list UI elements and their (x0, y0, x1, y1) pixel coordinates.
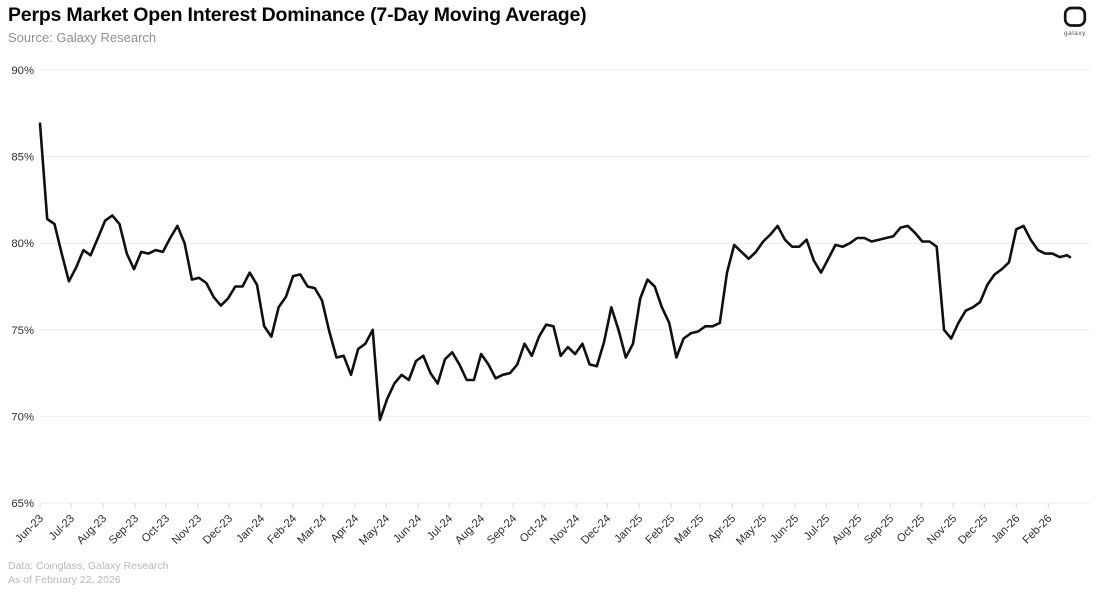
x-axis-label-Jul-24: Jul-24 (425, 513, 455, 543)
chart-source-subtitle: Source: Galaxy Research (8, 30, 157, 45)
x-axis-label-Jun-25: Jun-25 (768, 513, 801, 546)
x-axis-label-Dec-23: Dec-23 (201, 513, 235, 547)
y-axis-label-90: 90% (11, 65, 34, 77)
x-axis-label-Jan-25: Jan-25 (612, 513, 645, 546)
galaxy-logo: galaxy (1058, 6, 1092, 37)
galaxy-logo-wordmark: galaxy (1064, 30, 1086, 37)
x-axis-label-Jan-24: Jan-24 (234, 513, 267, 546)
x-axis-label-Nov-23: Nov-23 (170, 513, 204, 547)
footnote-data-source: Data: Coinglass, Galaxy Research (8, 560, 169, 572)
x-axis-label-May-25: May-25 (734, 513, 769, 548)
x-axis-label-Feb-26: Feb-26 (1021, 513, 1055, 547)
chart-footnote: Data: Coinglass, Galaxy Research As of F… (8, 560, 169, 587)
y-axis-label-75: 75% (11, 325, 34, 337)
x-axis-label-Jul-23: Jul-23 (47, 513, 77, 543)
y-axis-label-65: 65% (11, 498, 34, 510)
chart-title: Perps Market Open Interest Dominance (7-… (8, 4, 587, 26)
x-axis-label-Oct-23: Oct-23 (140, 513, 172, 545)
x-axis-label-Mar-24: Mar-24 (295, 513, 329, 547)
x-axis-label-Jan-26: Jan-26 (989, 513, 1022, 546)
x-axis-label-Oct-24: Oct-24 (518, 513, 550, 545)
x-axis-label-Oct-25: Oct-25 (895, 513, 927, 545)
x-axis-label-Feb-24: Feb-24 (265, 513, 299, 547)
y-axis-label-80: 80% (11, 238, 34, 250)
y-axis-label-85: 85% (11, 152, 34, 164)
y-axis-label-70: 70% (11, 411, 34, 423)
x-axis-label-Jun-24: Jun-24 (391, 513, 424, 546)
x-axis-label-Dec-25: Dec-25 (956, 513, 990, 547)
galaxy-logo-icon (1063, 6, 1087, 27)
x-axis-label-Feb-25: Feb-25 (644, 513, 678, 547)
x-axis-label-Apr-25: Apr-25 (706, 513, 738, 545)
x-axis-label-Sep-25: Sep-25 (862, 513, 896, 547)
x-axis-label-Dec-24: Dec-24 (579, 513, 613, 547)
x-axis-label-May-24: May-24 (357, 513, 392, 548)
x-axis-label-Aug-25: Aug-25 (830, 513, 864, 547)
x-axis-label-Mar-25: Mar-25 (672, 513, 706, 547)
series-line-perps-oi-dominance (38, 122, 1072, 422)
x-axis-label-Nov-25: Nov-25 (925, 513, 959, 547)
footnote-as-of-date: As of February 22, 2026 (8, 573, 121, 586)
x-axis-label-Sep-23: Sep-23 (107, 513, 141, 547)
x-axis-label-Nov-24: Nov-24 (548, 513, 582, 547)
x-axis-label-Aug-24: Aug-24 (453, 513, 487, 547)
x-axis-label-Jul-25: Jul-25 (802, 513, 832, 543)
x-axis-label-Jun-23: Jun-23 (13, 513, 46, 546)
x-axis-label-Aug-23: Aug-23 (75, 513, 109, 547)
x-axis-label-Apr-24: Apr-24 (329, 513, 361, 545)
x-axis-label-Sep-24: Sep-24 (485, 513, 519, 547)
